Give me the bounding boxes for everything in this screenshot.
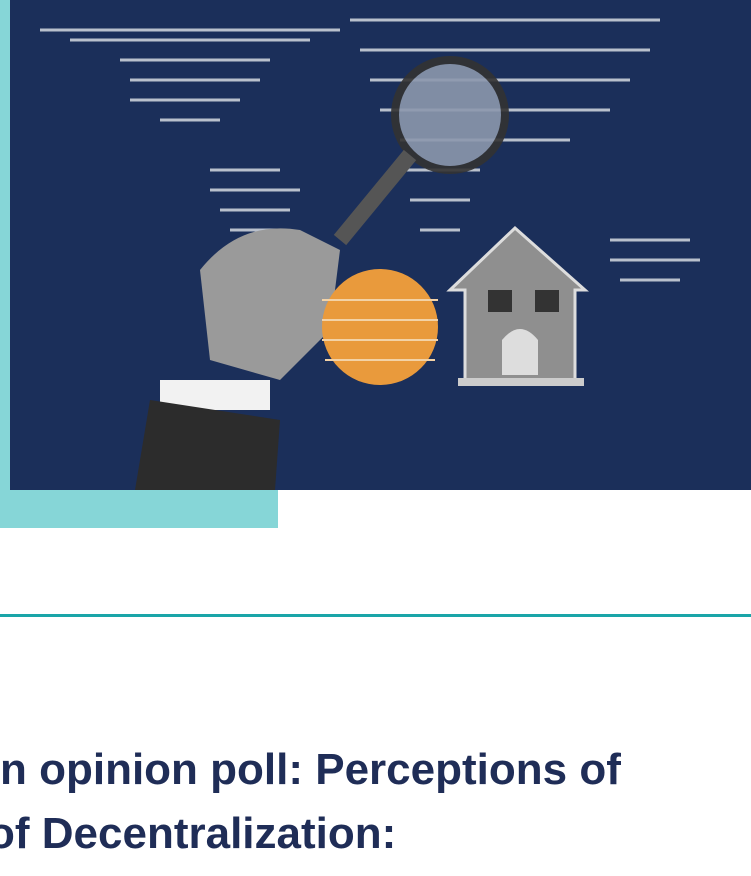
hero-image xyxy=(10,0,751,490)
headline-line: of Decentralization: xyxy=(0,809,397,858)
headline: n opinion poll: Perceptions of of Decent… xyxy=(0,738,751,866)
divider xyxy=(0,614,751,617)
headline-line: n opinion poll: Perceptions of xyxy=(0,745,621,794)
